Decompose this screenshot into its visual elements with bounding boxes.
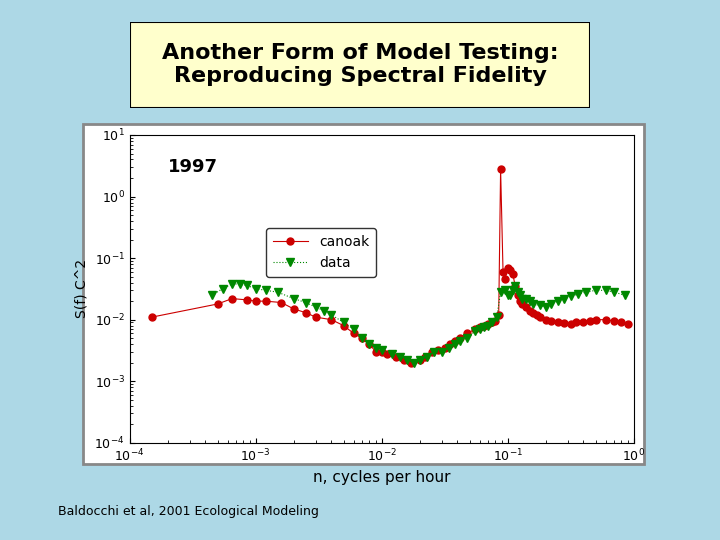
Line: canoak: canoak (148, 166, 631, 366)
Text: Baldocchi et al, 2001 Ecological Modeling: Baldocchi et al, 2001 Ecological Modelin… (58, 505, 318, 518)
data (621, 292, 629, 299)
canoak (624, 321, 632, 327)
canoak (406, 360, 415, 366)
canoak (572, 319, 580, 326)
data (358, 335, 366, 341)
Legend: canoak, data: canoak, data (266, 228, 376, 277)
canoak (400, 357, 408, 363)
Line: data: data (208, 280, 629, 367)
canoak (372, 349, 380, 355)
data (410, 360, 418, 366)
data (415, 357, 424, 363)
data (484, 322, 492, 329)
data (228, 281, 236, 287)
FancyBboxPatch shape (130, 22, 590, 108)
canoak (456, 335, 464, 341)
canoak (610, 318, 618, 325)
Text: 1997: 1997 (168, 158, 217, 176)
X-axis label: n, cycles per hour: n, cycles per hour (313, 470, 450, 485)
data (567, 293, 575, 300)
Text: Another Form of Model Testing:
Reproducing Spectral Fidelity: Another Form of Model Testing: Reproduci… (162, 43, 558, 86)
Y-axis label: S(f) C^2: S(f) C^2 (75, 259, 89, 319)
data (339, 319, 348, 326)
data (500, 287, 509, 294)
canoak (487, 319, 496, 326)
canoak (148, 314, 156, 320)
canoak (496, 166, 505, 172)
data (207, 292, 216, 299)
